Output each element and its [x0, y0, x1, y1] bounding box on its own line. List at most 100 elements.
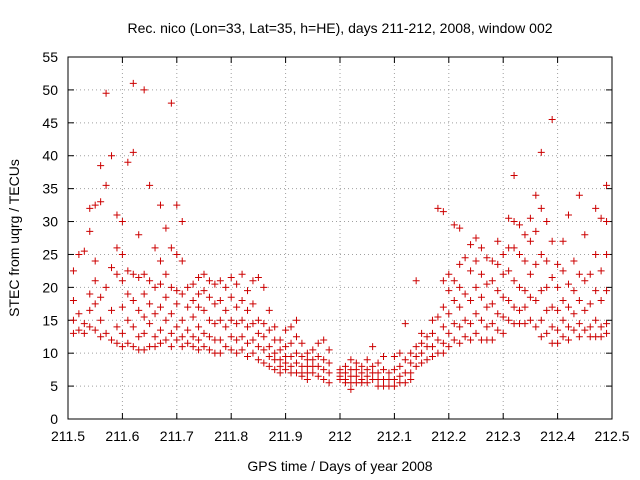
x-tick-label: 211.6	[105, 428, 139, 444]
data-point	[244, 323, 252, 331]
data-point	[548, 303, 556, 311]
data-point	[488, 320, 496, 328]
data-point	[505, 297, 513, 305]
data-point	[510, 218, 518, 226]
data-point	[472, 257, 480, 265]
data-point	[69, 316, 77, 324]
data-point	[434, 204, 442, 212]
data-point	[461, 290, 469, 298]
data-point	[532, 227, 540, 235]
data-point	[124, 290, 132, 298]
data-point	[151, 333, 159, 341]
data-point	[195, 336, 203, 344]
data-point	[108, 152, 116, 160]
data-point	[254, 273, 262, 281]
data-point	[450, 221, 458, 229]
data-point	[559, 333, 567, 341]
data-point	[521, 303, 529, 311]
data-point	[418, 339, 426, 347]
data-point	[195, 303, 203, 311]
data-point	[129, 148, 137, 156]
data-point	[445, 270, 453, 278]
data-point	[499, 250, 507, 258]
data-point	[113, 244, 121, 252]
data-point	[537, 148, 545, 156]
data-point	[200, 287, 208, 295]
data-point	[467, 320, 475, 328]
data-point	[271, 366, 279, 374]
data-point	[118, 343, 126, 351]
data-point	[505, 267, 513, 275]
data-point	[352, 359, 360, 367]
data-point	[581, 326, 589, 334]
x-axis-label: GPS time / Days of year 2008	[247, 458, 432, 474]
chart-title: Rec. nico (Lon=33, Lat=35, h=HE), days 2…	[127, 20, 552, 36]
data-point	[352, 366, 360, 374]
data-point	[227, 273, 235, 281]
data-point	[173, 300, 181, 308]
data-point	[516, 221, 524, 229]
data-point	[494, 237, 502, 245]
data-point	[173, 250, 181, 258]
data-point	[222, 323, 230, 331]
data-point	[146, 320, 154, 328]
data-point	[592, 316, 600, 324]
data-point	[341, 369, 349, 377]
data-point	[238, 346, 246, 354]
data-point	[254, 356, 262, 364]
y-tick-label: 10	[42, 345, 58, 361]
data-point	[407, 359, 415, 367]
data-point	[162, 224, 170, 232]
data-point	[390, 366, 398, 374]
data-point	[233, 336, 241, 344]
data-point	[575, 297, 583, 305]
data-point	[363, 366, 371, 374]
data-point	[347, 385, 355, 393]
data-point	[521, 231, 529, 239]
data-point	[292, 349, 300, 357]
data-point	[581, 277, 589, 285]
data-point	[156, 201, 164, 209]
data-point	[75, 250, 83, 258]
data-point	[603, 181, 611, 189]
data-point	[216, 349, 224, 357]
data-point	[494, 326, 502, 334]
data-point	[564, 211, 572, 219]
data-point	[184, 339, 192, 347]
data-point	[86, 204, 94, 212]
data-point	[320, 376, 328, 384]
data-point	[244, 306, 252, 314]
data-point	[532, 297, 540, 305]
data-point	[244, 352, 252, 360]
data-point	[499, 313, 507, 321]
data-point	[320, 336, 328, 344]
data-point	[233, 349, 241, 357]
data-point	[516, 250, 524, 258]
data-point	[108, 336, 116, 344]
data-point	[380, 352, 388, 360]
data-point	[603, 329, 611, 337]
data-point	[428, 352, 436, 360]
data-point	[200, 343, 208, 351]
data-point	[488, 257, 496, 265]
data-point	[472, 234, 480, 242]
data-point	[564, 336, 572, 344]
data-point	[575, 333, 583, 341]
data-point	[564, 323, 572, 331]
data-point	[80, 247, 88, 255]
data-point	[118, 218, 126, 226]
data-point	[260, 346, 268, 354]
data-point	[450, 336, 458, 344]
data-point	[265, 326, 273, 334]
data-point	[358, 362, 366, 370]
data-point	[162, 336, 170, 344]
data-point	[238, 297, 246, 305]
data-point	[369, 362, 377, 370]
data-point	[276, 356, 284, 364]
data-point	[200, 306, 208, 314]
y-tick-label: 15	[42, 312, 58, 328]
data-point	[467, 336, 475, 344]
data-point	[428, 343, 436, 351]
data-point	[554, 339, 562, 347]
